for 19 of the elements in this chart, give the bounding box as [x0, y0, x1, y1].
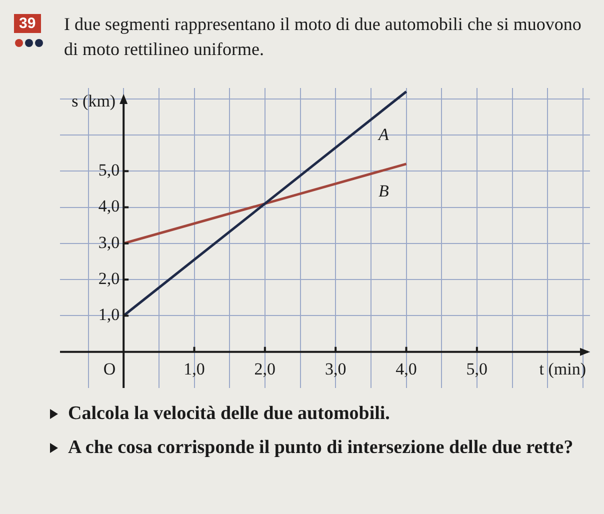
y-axis-title: s (km): [72, 91, 116, 110]
x-tick-label: 3,0: [324, 359, 346, 378]
x-axis-title: t (min): [539, 359, 586, 378]
series-label: B: [378, 182, 390, 201]
y-tick-label: 3,0: [98, 232, 120, 252]
x-tick-label: 1,0: [184, 359, 205, 378]
text: A che cosa corrisponde il punto di intersezione delle due rette?: [67, 436, 574, 460]
x-tick-label: 5,0: [466, 359, 488, 378]
text: Calcola la velocità delle due automobili.: [67, 402, 391, 426]
series-label: A: [377, 125, 390, 144]
y-tick-label: 4,0: [98, 196, 120, 216]
text: 39: [14, 14, 41, 33]
chart-title: I due segmenti rappresentano il moto di due automobili che si muovono di moto rettilineo uniforme.: [64, 13, 582, 61]
y-tick-label: 5,0: [98, 160, 120, 180]
annotation: O: [103, 359, 116, 378]
x-tick-label: 2,0: [254, 359, 276, 378]
y-tick-label: 2,0: [98, 269, 120, 288]
y-tick-label: 1,0: [98, 305, 120, 324]
x-tick-label: 4,0: [396, 359, 417, 378]
